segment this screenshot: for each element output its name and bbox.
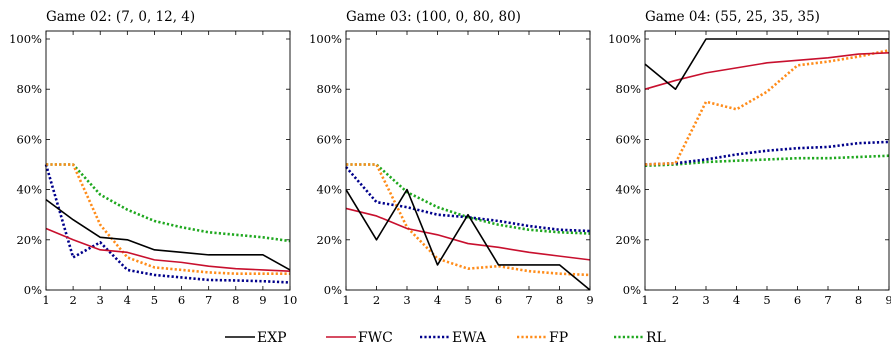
legend-item-fwc: FWC bbox=[326, 330, 393, 346]
series-line-ewa bbox=[44, 164, 291, 284]
x-tick-label: 3 bbox=[702, 293, 709, 307]
series-line-ewa bbox=[644, 140, 890, 166]
y-tick-label: 40% bbox=[316, 183, 342, 197]
x-tick-label: 5 bbox=[464, 293, 471, 307]
y-tick-label: 40% bbox=[16, 183, 42, 197]
x-tick-label: 9 bbox=[586, 293, 593, 307]
legend-item-exp: EXP bbox=[225, 330, 287, 346]
series-line-fp bbox=[346, 163, 591, 277]
series-line-exp bbox=[45, 198, 291, 271]
y-tick-label: 80% bbox=[16, 82, 42, 96]
chart-panel-2: Game 03: (100, 0, 80, 80) 0% 20% 40% 60% 80% 1… bbox=[309, 9, 594, 307]
series-line-fp bbox=[644, 49, 890, 166]
legend: EXP FWC EWA FP RL bbox=[225, 330, 666, 346]
y-tick-label: 80% bbox=[316, 82, 342, 96]
series-line-fwc bbox=[45, 227, 291, 272]
y-tick-label: 20% bbox=[16, 233, 42, 247]
x-tick-label: 3 bbox=[403, 293, 410, 307]
y-tick-label: 20% bbox=[615, 233, 641, 247]
y-tick-label: 80% bbox=[615, 82, 641, 96]
legend-label: EXP bbox=[257, 330, 287, 346]
y-tick-label: 20% bbox=[316, 233, 342, 247]
y-tick-label: 0% bbox=[324, 283, 342, 297]
x-tick-label: 9 bbox=[259, 293, 266, 307]
y-tick-label: 0% bbox=[24, 283, 42, 297]
legend-item-rl: RL bbox=[614, 330, 666, 346]
y-tick-label: 60% bbox=[316, 132, 342, 146]
x-tick-label: 2 bbox=[672, 293, 679, 307]
x-tick-label: 5 bbox=[763, 293, 770, 307]
plot-frame bbox=[45, 30, 291, 291]
x-tick-label: 1 bbox=[342, 293, 349, 307]
plot-frame bbox=[644, 30, 890, 291]
x-tick-label: 6 bbox=[178, 293, 185, 307]
series-line-fwc bbox=[345, 207, 591, 261]
x-tick-label: 8 bbox=[232, 293, 239, 307]
x-tick-label: 8 bbox=[556, 293, 563, 307]
y-tick-label: 100% bbox=[309, 32, 342, 46]
series-line-fp bbox=[46, 163, 290, 275]
x-tick-label: 5 bbox=[151, 293, 158, 307]
series-line-exp bbox=[644, 38, 889, 90]
y-tick-label: 0% bbox=[623, 283, 641, 297]
chart-title: Game 04: (55, 25, 35, 35) bbox=[645, 9, 820, 25]
legend-item-ewa: EWA bbox=[420, 330, 487, 346]
x-tick-label: 7 bbox=[205, 293, 212, 307]
x-tick-label: 1 bbox=[42, 293, 49, 307]
series-line-rl bbox=[644, 154, 890, 168]
x-tick-label: 4 bbox=[124, 293, 131, 307]
chart-title: Game 03: (100, 0, 80, 80) bbox=[346, 9, 521, 25]
plot-frame bbox=[345, 30, 591, 291]
legend-label: FP bbox=[549, 330, 568, 346]
x-tick-label: 10 bbox=[283, 293, 298, 307]
x-tick-label: 2 bbox=[373, 293, 380, 307]
x-tick-label: 4 bbox=[434, 293, 441, 307]
legend-label: EWA bbox=[452, 330, 487, 346]
x-tick-label: 8 bbox=[855, 293, 862, 307]
x-tick-label: 6 bbox=[794, 293, 801, 307]
x-tick-label: 6 bbox=[495, 293, 502, 307]
x-tick-label: 7 bbox=[824, 293, 831, 307]
chart-panel-3: Game 04: (55, 25, 35, 35) 0% 20% 40% 60% 80% 1… bbox=[608, 9, 891, 307]
series-line-rl bbox=[46, 163, 291, 243]
series-line-ewa bbox=[345, 166, 591, 233]
legend-item-fp: FP bbox=[517, 330, 568, 346]
y-tick-label: 60% bbox=[16, 132, 42, 146]
x-tick-label: 1 bbox=[641, 293, 648, 307]
y-tick-label: 100% bbox=[9, 32, 42, 46]
legend-label: RL bbox=[646, 330, 666, 346]
chart-title: Game 02: (7, 0, 12, 4) bbox=[46, 9, 195, 25]
x-tick-label: 7 bbox=[525, 293, 532, 307]
legend-label: FWC bbox=[358, 330, 393, 346]
series-line-rl bbox=[346, 163, 591, 235]
series-line-fwc bbox=[644, 52, 890, 90]
x-tick-label: 2 bbox=[69, 293, 76, 307]
x-tick-label: 3 bbox=[97, 293, 104, 307]
x-tick-label: 9 bbox=[885, 293, 891, 307]
y-tick-label: 100% bbox=[608, 32, 641, 46]
chart-panel-1: Game 02: (7, 0, 12, 4) 0% 20% 40% 60% 80% 100%… bbox=[9, 9, 297, 307]
y-tick-label: 60% bbox=[615, 132, 641, 146]
series-line-exp bbox=[345, 188, 591, 291]
y-tick-label: 40% bbox=[615, 183, 641, 197]
x-tick-label: 4 bbox=[733, 293, 740, 307]
